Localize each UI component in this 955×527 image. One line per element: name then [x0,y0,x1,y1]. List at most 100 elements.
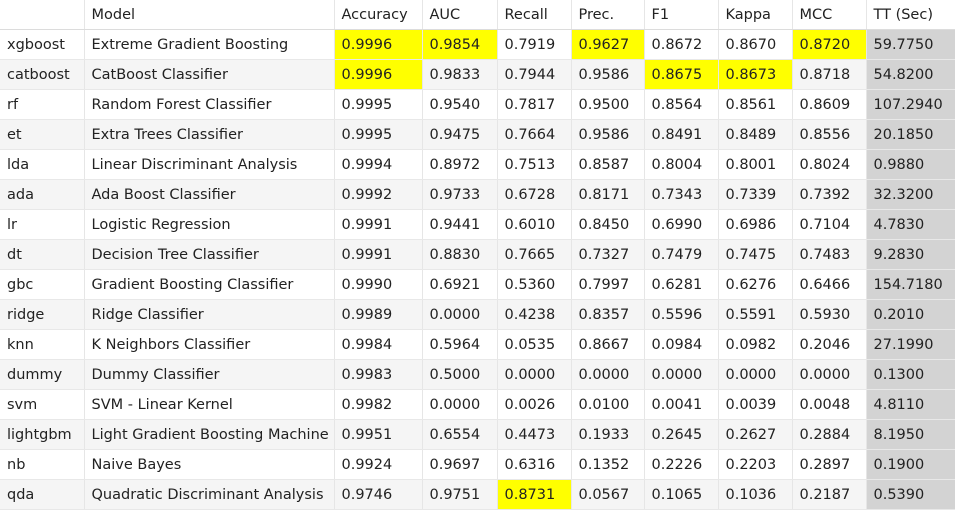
mcc-cell: 0.7104 [791,209,866,240]
recall-cell: 0.5360 [496,269,571,300]
kappa-cell: 0.7475 [717,239,792,270]
model-name-cell: Light Gradient Boosting Machine [83,419,334,450]
table-row: dummy Dummy Classifier 0.9983 0.5000 0.0000 0… [0,359,955,390]
kappa-cell: 0.8670 [717,29,792,60]
kappa-cell: 0.0000 [717,359,792,390]
auc-cell: 0.9540 [421,89,497,120]
f1-cell: 0.8675 [643,59,718,90]
training-time-cell: 0.9880 [865,149,955,180]
row-index-cell: qda [0,479,84,510]
header-kappa: Kappa [717,0,792,30]
model-name-cell: Quadratic Discriminant Analysis [83,479,334,510]
f1-cell: 0.7479 [643,239,718,270]
accuracy-cell: 0.9924 [333,449,422,480]
accuracy-cell: 0.9984 [333,329,422,360]
mcc-cell: 0.2897 [791,449,866,480]
precision-cell: 0.8587 [570,149,644,180]
accuracy-cell: 0.9746 [333,479,422,510]
row-index-cell: lda [0,149,84,180]
auc-cell: 0.9441 [421,209,497,240]
accuracy-cell: 0.9991 [333,239,422,270]
model-name-cell: Linear Discriminant Analysis [83,149,334,180]
table-row: qda Quadratic Discriminant Analysis 0.9746… [0,479,955,510]
recall-cell: 0.4238 [496,299,571,330]
recall-cell: 0.7664 [496,119,571,150]
header-f1: F1 [643,0,718,30]
mcc-cell: 0.8024 [791,149,866,180]
recall-cell: 0.6728 [496,179,571,210]
precision-cell: 0.8171 [570,179,644,210]
f1-cell: 0.8564 [643,89,718,120]
precision-cell: 0.8357 [570,299,644,330]
auc-cell: 0.8972 [421,149,497,180]
auc-cell: 0.8830 [421,239,497,270]
f1-cell: 0.7343 [643,179,718,210]
auc-cell: 0.0000 [421,389,497,420]
recall-cell: 0.4473 [496,419,571,450]
table-row: et Extra Trees Classifier 0.9995 0.9475 0.76… [0,119,955,150]
mcc-cell: 0.0000 [791,359,866,390]
training-time-cell: 154.7180 [865,269,955,300]
auc-cell: 0.5964 [421,329,497,360]
row-index-cell: rf [0,89,84,120]
accuracy-cell: 0.9992 [333,179,422,210]
auc-cell: 0.0000 [421,299,497,330]
table-row: catboost CatBoost Classifier 0.9996 0.9833 0… [0,59,955,90]
mcc-cell: 0.6466 [791,269,866,300]
auc-cell: 0.9733 [421,179,497,210]
f1-cell: 0.8491 [643,119,718,150]
f1-cell: 0.0984 [643,329,718,360]
mcc-cell: 0.7392 [791,179,866,210]
f1-cell: 0.5596 [643,299,718,330]
header-auc: AUC [421,0,497,30]
kappa-cell: 0.6986 [717,209,792,240]
model-name-cell: Random Forest Classifier [83,89,334,120]
auc-cell: 0.9854 [421,29,497,60]
accuracy-cell: 0.9991 [333,209,422,240]
precision-cell: 0.1933 [570,419,644,450]
row-index-cell: dummy [0,359,84,390]
header-index [0,0,84,30]
row-index-cell: lr [0,209,84,240]
table-row: ridge Ridge Classifier 0.9989 0.0000 0.4238 0… [0,299,955,330]
header-row: Model Accuracy AUC Recall Prec. F1 Kappa… [0,0,955,30]
training-time-cell: 27.1990 [865,329,955,360]
model-name-cell: Gradient Boosting Classifier [83,269,334,300]
kappa-cell: 0.5591 [717,299,792,330]
accuracy-cell: 0.9983 [333,359,422,390]
mcc-cell: 0.8718 [791,59,866,90]
header-model: Model [83,0,334,30]
model-name-cell: Ridge Classifier [83,299,334,330]
row-index-cell: ada [0,179,84,210]
table-row: gbc Gradient Boosting Classifier 0.9990 0.6… [0,269,955,300]
auc-cell: 0.6921 [421,269,497,300]
f1-cell: 0.2226 [643,449,718,480]
table-row: rf Random Forest Classifier 0.9995 0.9540 0.… [0,89,955,120]
header-recall: Recall [496,0,571,30]
kappa-cell: 0.0982 [717,329,792,360]
precision-cell: 0.9586 [570,59,644,90]
table-body: xgboost Extreme Gradient Boosting 0.9996 0.… [0,29,955,510]
precision-cell: 0.9586 [570,119,644,150]
table-row: knn K Neighbors Classifier 0.9984 0.5964 0.0… [0,329,955,360]
accuracy-cell: 0.9989 [333,299,422,330]
table-row: lda Linear Discriminant Analysis 0.9994 0.8… [0,149,955,180]
accuracy-cell: 0.9951 [333,419,422,450]
training-time-cell: 32.3200 [865,179,955,210]
mcc-cell: 0.2884 [791,419,866,450]
f1-cell: 0.2645 [643,419,718,450]
model-comparison-table: Model Accuracy AUC Recall Prec. F1 Kappa… [0,0,955,510]
training-time-cell: 8.1950 [865,419,955,450]
mcc-cell: 0.8609 [791,89,866,120]
precision-cell: 0.7327 [570,239,644,270]
training-time-cell: 4.7830 [865,209,955,240]
header-mcc: MCC [791,0,866,30]
model-name-cell: K Neighbors Classifier [83,329,334,360]
row-index-cell: dt [0,239,84,270]
precision-cell: 0.1352 [570,449,644,480]
recall-cell: 0.6010 [496,209,571,240]
accuracy-cell: 0.9995 [333,89,422,120]
training-time-cell: 0.5390 [865,479,955,510]
precision-cell: 0.0100 [570,389,644,420]
training-time-cell: 20.1850 [865,119,955,150]
